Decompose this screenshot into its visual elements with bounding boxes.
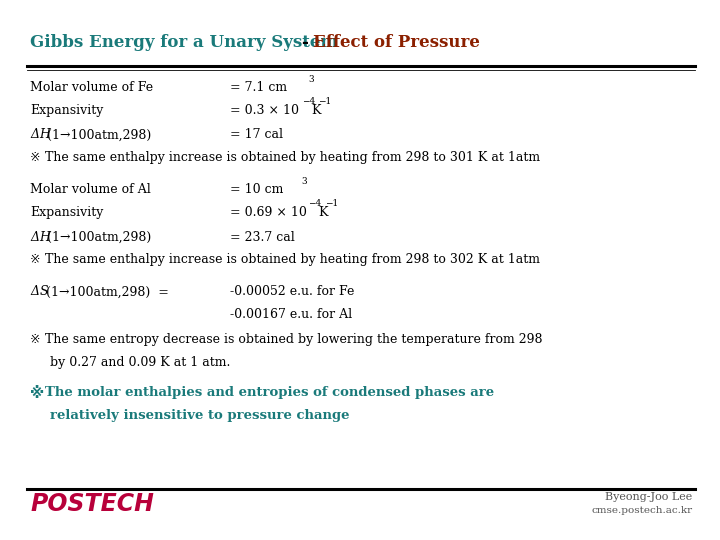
- Text: The same enthalpy increase is obtained by heating from 298 to 301 K at 1atm: The same enthalpy increase is obtained b…: [45, 151, 540, 164]
- Text: POSTECH: POSTECH: [30, 492, 154, 516]
- Text: Molar volume of Al: Molar volume of Al: [30, 183, 151, 196]
- Text: −4: −4: [302, 97, 315, 106]
- Text: Expansivity: Expansivity: [30, 206, 104, 219]
- Text: 3: 3: [302, 177, 307, 186]
- Text: = 0.69 × 10: = 0.69 × 10: [230, 206, 307, 219]
- Text: Expansivity: Expansivity: [30, 104, 104, 117]
- Text: S: S: [40, 286, 48, 299]
- Text: = 0.3 × 10: = 0.3 × 10: [230, 104, 300, 117]
- Text: The molar enthalpies and entropies of condensed phases are: The molar enthalpies and entropies of co…: [45, 386, 494, 399]
- Text: K: K: [318, 206, 328, 219]
- Text: (1→100atm,298)  =: (1→100atm,298) =: [46, 286, 169, 299]
- Text: Δ: Δ: [30, 129, 40, 141]
- Text: -: -: [301, 35, 308, 51]
- Text: Gibbs Energy for a Unary System: Gibbs Energy for a Unary System: [30, 35, 338, 51]
- Text: 3: 3: [308, 75, 314, 84]
- Text: H: H: [40, 231, 50, 244]
- Text: (1→100atm,298): (1→100atm,298): [47, 231, 151, 244]
- Text: −4: −4: [308, 199, 321, 208]
- Text: by 0.27 and 0.09 K at 1 atm.: by 0.27 and 0.09 K at 1 atm.: [50, 355, 231, 369]
- Text: (1→100atm,298): (1→100atm,298): [47, 129, 151, 141]
- Text: Byeong-Joo Lee: Byeong-Joo Lee: [606, 492, 693, 503]
- Text: ※: ※: [30, 333, 41, 346]
- Text: The same entropy decrease is obtained by lowering the temperature from 298: The same entropy decrease is obtained by…: [45, 333, 542, 346]
- Text: ※: ※: [30, 253, 41, 266]
- Text: −1: −1: [318, 97, 331, 106]
- Text: Δ: Δ: [30, 286, 40, 299]
- Text: Effect of Pressure: Effect of Pressure: [313, 35, 480, 51]
- Text: relatively insensitive to pressure change: relatively insensitive to pressure chang…: [50, 409, 350, 422]
- Text: ※: ※: [30, 151, 41, 164]
- Text: Δ: Δ: [30, 231, 40, 244]
- Text: The same enthalpy increase is obtained by heating from 298 to 302 K at 1atm: The same enthalpy increase is obtained b…: [45, 253, 540, 266]
- Text: Molar volume of Fe: Molar volume of Fe: [30, 81, 153, 94]
- Text: −1: −1: [325, 199, 338, 208]
- Text: -0.00167 e.u. for Al: -0.00167 e.u. for Al: [230, 308, 353, 321]
- Text: K: K: [312, 104, 321, 117]
- Text: = 23.7 cal: = 23.7 cal: [230, 231, 295, 244]
- Text: = 17 cal: = 17 cal: [230, 129, 284, 141]
- Text: = 7.1 cm: = 7.1 cm: [230, 81, 287, 94]
- Text: cmse.postech.ac.kr: cmse.postech.ac.kr: [592, 506, 693, 515]
- Text: = 10 cm: = 10 cm: [230, 183, 284, 196]
- Text: H: H: [40, 129, 50, 141]
- Text: -0.00052 e.u. for Fe: -0.00052 e.u. for Fe: [230, 286, 355, 299]
- Text: ※: ※: [30, 386, 45, 401]
